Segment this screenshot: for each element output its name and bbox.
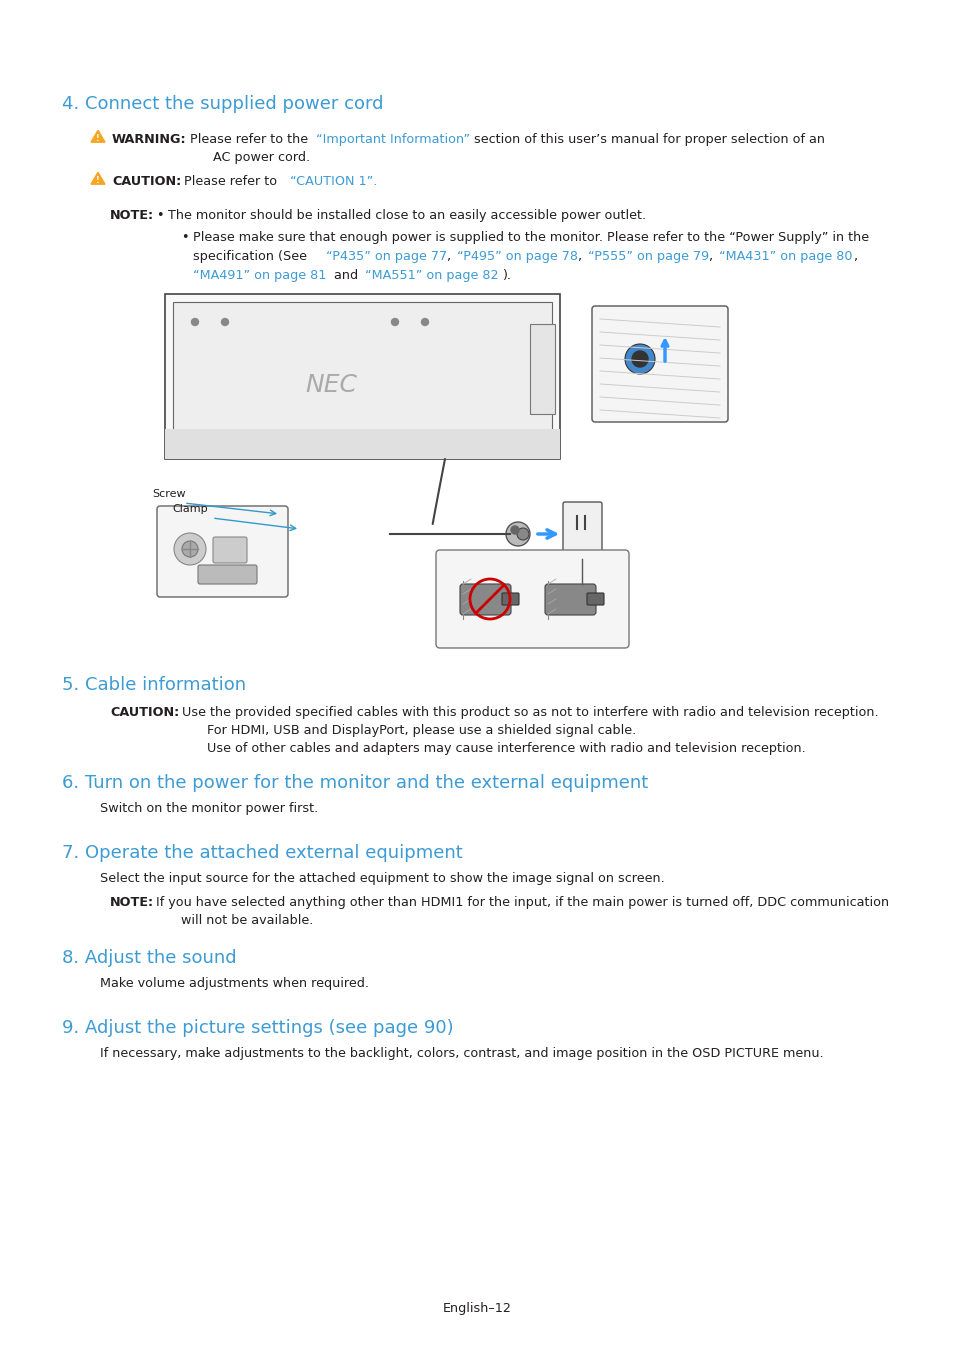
Text: •: • xyxy=(181,231,189,244)
Text: section of this user’s manual for proper selection of an: section of this user’s manual for proper… xyxy=(470,134,824,146)
Text: “MA491” on page 81: “MA491” on page 81 xyxy=(193,269,326,282)
Text: English–12: English–12 xyxy=(442,1301,511,1315)
Text: Screw: Screw xyxy=(152,489,186,500)
Text: 8. Adjust the sound: 8. Adjust the sound xyxy=(62,949,236,967)
FancyBboxPatch shape xyxy=(459,585,511,616)
Text: will not be available.: will not be available. xyxy=(181,914,313,927)
Text: ,: , xyxy=(447,250,455,263)
Text: ).: ). xyxy=(501,269,511,282)
Text: Clamp: Clamp xyxy=(172,504,208,514)
Circle shape xyxy=(624,344,655,374)
Text: ,: , xyxy=(708,250,717,263)
Text: The monitor should be installed close to an easily accessible power outlet.: The monitor should be installed close to… xyxy=(168,209,645,221)
Text: 6. Turn on the power for the monitor and the external equipment: 6. Turn on the power for the monitor and… xyxy=(62,774,648,792)
FancyBboxPatch shape xyxy=(530,324,555,414)
Text: “P435” on page 77: “P435” on page 77 xyxy=(326,250,447,263)
Text: •: • xyxy=(156,209,163,221)
Text: !: ! xyxy=(96,177,100,185)
Text: AC power cord.: AC power cord. xyxy=(213,151,310,163)
Text: Select the input source for the attached equipment to show the image signal on s: Select the input source for the attached… xyxy=(100,872,664,886)
Circle shape xyxy=(192,319,198,325)
Circle shape xyxy=(511,526,518,535)
Text: CAUTION:: CAUTION: xyxy=(110,706,179,720)
Circle shape xyxy=(391,319,398,325)
Text: WARNING:: WARNING: xyxy=(112,134,187,146)
Text: and: and xyxy=(330,269,362,282)
Text: Please refer to the: Please refer to the xyxy=(190,134,312,146)
FancyBboxPatch shape xyxy=(213,537,247,563)
Text: ,: , xyxy=(852,250,856,263)
FancyBboxPatch shape xyxy=(172,302,552,432)
Circle shape xyxy=(631,351,647,367)
Text: NOTE:: NOTE: xyxy=(110,896,154,909)
Text: “P555” on page 79: “P555” on page 79 xyxy=(587,250,708,263)
Text: Please refer to: Please refer to xyxy=(184,176,281,188)
Text: !: ! xyxy=(96,134,100,143)
Text: NEC: NEC xyxy=(305,373,356,397)
Text: “CAUTION 1”.: “CAUTION 1”. xyxy=(290,176,377,188)
Text: 5. Cable information: 5. Cable information xyxy=(62,676,246,694)
Circle shape xyxy=(505,522,530,545)
FancyBboxPatch shape xyxy=(592,306,727,423)
FancyBboxPatch shape xyxy=(436,549,628,648)
FancyBboxPatch shape xyxy=(544,585,596,616)
Text: Please make sure that enough power is supplied to the monitor. Please refer to t: Please make sure that enough power is su… xyxy=(193,231,868,244)
Polygon shape xyxy=(91,173,105,184)
Text: 9. Adjust the picture settings (see page 90): 9. Adjust the picture settings (see page… xyxy=(62,1019,453,1037)
Text: “Important Information”: “Important Information” xyxy=(315,134,470,146)
Circle shape xyxy=(517,528,529,540)
FancyBboxPatch shape xyxy=(586,593,603,605)
Text: “MA431” on page 80: “MA431” on page 80 xyxy=(719,250,852,263)
FancyBboxPatch shape xyxy=(165,294,559,459)
Polygon shape xyxy=(91,131,105,142)
Text: “MA551” on page 82: “MA551” on page 82 xyxy=(365,269,498,282)
Text: Switch on the monitor power first.: Switch on the monitor power first. xyxy=(100,802,318,815)
Text: If necessary, make adjustments to the backlight, colors, contrast, and image pos: If necessary, make adjustments to the ba… xyxy=(100,1048,822,1060)
Circle shape xyxy=(421,319,428,325)
FancyBboxPatch shape xyxy=(198,566,256,585)
Text: Make volume adjustments when required.: Make volume adjustments when required. xyxy=(100,977,369,990)
Text: 7. Operate the attached external equipment: 7. Operate the attached external equipme… xyxy=(62,844,462,863)
Text: Use of other cables and adapters may cause interference with radio and televisio: Use of other cables and adapters may cau… xyxy=(207,743,805,755)
Text: ,: , xyxy=(578,250,585,263)
Circle shape xyxy=(221,319,229,325)
FancyBboxPatch shape xyxy=(562,502,601,562)
Text: Use the provided specified cables with this product so as not to interfere with : Use the provided specified cables with t… xyxy=(182,706,878,720)
Text: “P495” on page 78: “P495” on page 78 xyxy=(456,250,578,263)
Text: 4. Connect the supplied power cord: 4. Connect the supplied power cord xyxy=(62,95,383,113)
Circle shape xyxy=(173,533,206,566)
Circle shape xyxy=(182,541,198,558)
FancyBboxPatch shape xyxy=(165,429,559,459)
Text: For HDMI, USB and DisplayPort, please use a shielded signal cable.: For HDMI, USB and DisplayPort, please us… xyxy=(207,724,636,737)
Text: CAUTION:: CAUTION: xyxy=(112,176,181,188)
Text: specification (See: specification (See xyxy=(193,250,311,263)
FancyBboxPatch shape xyxy=(501,593,518,605)
Text: If you have selected anything other than HDMI1 for the input, if the main power : If you have selected anything other than… xyxy=(156,896,888,909)
Text: NOTE:: NOTE: xyxy=(110,209,154,221)
FancyBboxPatch shape xyxy=(157,506,288,597)
